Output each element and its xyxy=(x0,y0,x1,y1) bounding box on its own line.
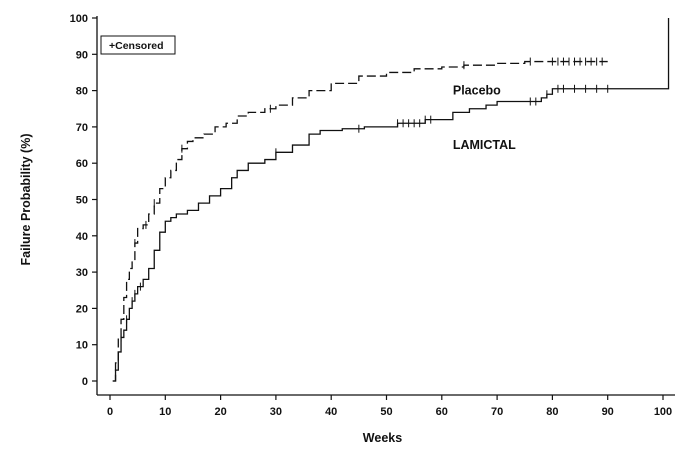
x-tick-label: 80 xyxy=(546,406,558,418)
x-tick-label: 50 xyxy=(380,406,392,418)
y-tick-label: 100 xyxy=(70,13,88,25)
x-tick-label: 40 xyxy=(325,406,337,418)
legend-text: +Censored xyxy=(109,40,164,52)
y-tick-label: 60 xyxy=(76,158,88,170)
placebo-curve xyxy=(112,60,608,382)
x-tick-label: 20 xyxy=(214,406,226,418)
y-tick-label: 20 xyxy=(76,303,88,315)
y-tick-label: 30 xyxy=(76,267,88,279)
x-axis-title: Weeks xyxy=(363,431,402,445)
lamictal-label: LAMICTAL xyxy=(453,138,516,152)
y-tick-label: 80 xyxy=(76,86,88,98)
y-tick-label: 40 xyxy=(76,231,88,243)
axes: 0 10 20 30 40 50 60 70 80 90 100 0 10 20 30 40 50 60 70 80 9… xyxy=(70,13,675,418)
x-tick-label: 10 xyxy=(159,406,171,418)
censored-legend: +Censored xyxy=(100,35,176,55)
y-tick-label: 70 xyxy=(76,122,88,134)
y-axis-title: Failure Probability (%) xyxy=(19,134,33,266)
series-layer xyxy=(112,18,670,382)
x-tick-label: 90 xyxy=(602,406,614,418)
labels-layer: Weeks Failure Probability (%) Placebo LAM… xyxy=(19,84,516,445)
x-tick-label: 60 xyxy=(436,406,448,418)
y-tick-label: 10 xyxy=(76,340,88,352)
x-tick-label: 0 xyxy=(107,406,113,418)
x-tick-label: 100 xyxy=(654,406,672,418)
y-tick-label: 0 xyxy=(82,376,88,388)
x-tick-label: 30 xyxy=(270,406,282,418)
placebo-label: Placebo xyxy=(453,84,501,98)
y-tick-label: 50 xyxy=(76,195,88,207)
x-tick-label: 70 xyxy=(491,406,503,418)
y-tick-label: 90 xyxy=(76,49,88,61)
legend-box xyxy=(100,35,176,55)
